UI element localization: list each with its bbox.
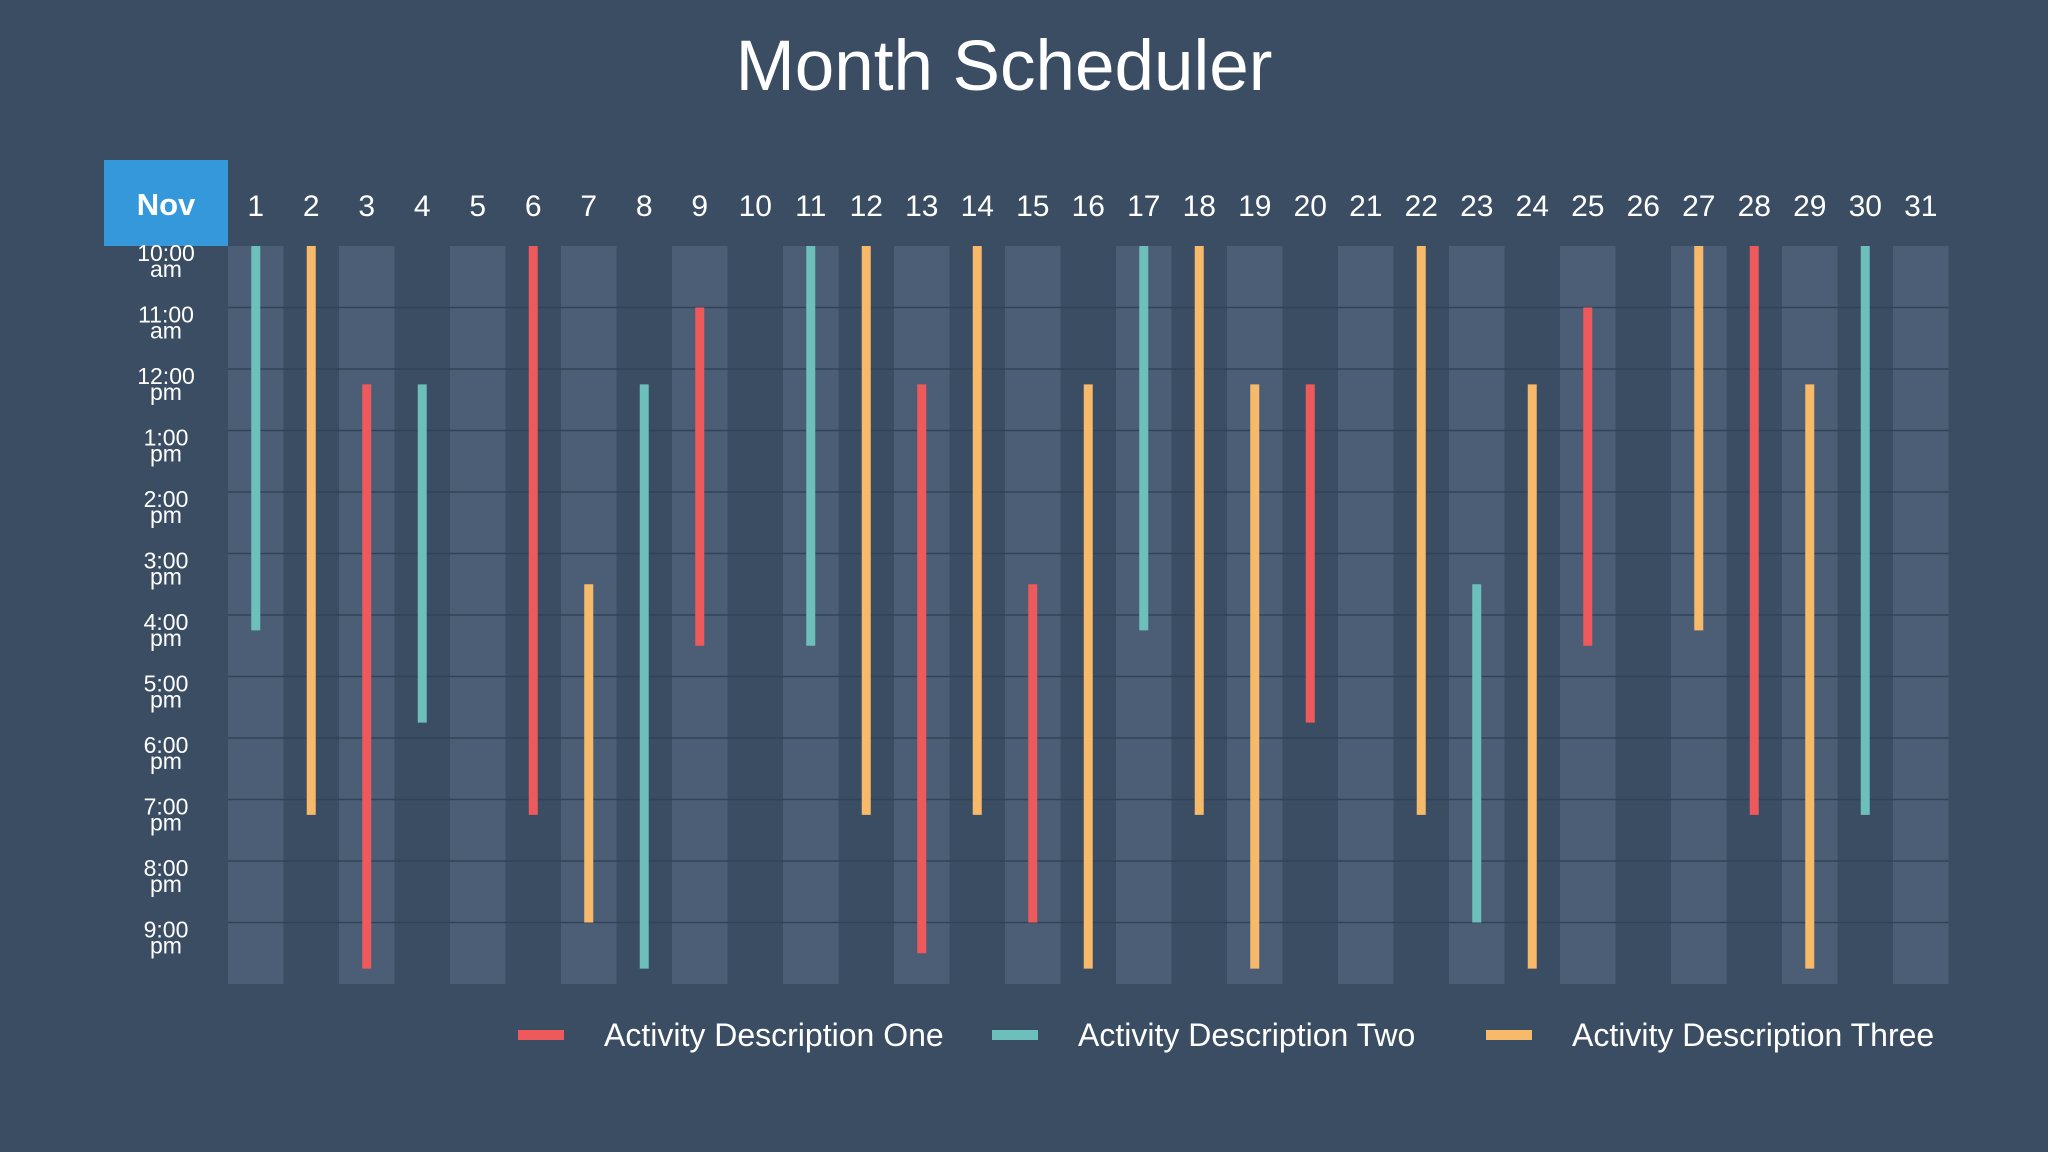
month-label: Nov: [137, 187, 196, 222]
day-label: 30: [1849, 190, 1882, 223]
time-label-hour: 8:00: [144, 855, 189, 881]
activity-bar-day-20: [1305, 384, 1315, 723]
legend-label-one: Activity Description One: [604, 1016, 944, 1053]
legend-swatch-one: [518, 1030, 564, 1040]
time-label-ampm: am: [150, 256, 182, 282]
day-label: 10: [739, 190, 772, 223]
legend-label-two: Activity Description Two: [1078, 1016, 1416, 1053]
day-label: 14: [961, 190, 994, 223]
day-label: 9: [691, 190, 708, 223]
day-label: 31: [1904, 190, 1937, 223]
time-label-hour: 2:00: [144, 486, 189, 512]
day-label: 19: [1238, 190, 1271, 223]
day-label: 13: [905, 190, 938, 223]
activity-bar-day-19: [1250, 384, 1260, 969]
legend-label-three: Activity Description Three: [1572, 1016, 1935, 1053]
time-label-ampm: pm: [150, 810, 182, 836]
day-label: 24: [1516, 190, 1549, 223]
activity-bar-day-30: [1860, 246, 1870, 815]
activity-bar-day-15: [1028, 584, 1038, 923]
activity-bar-day-22: [1416, 246, 1426, 815]
day-label: 28: [1738, 190, 1771, 223]
activity-bar-day-27: [1694, 246, 1704, 631]
activity-bar-day-2: [306, 246, 316, 815]
chart-title: Month Scheduler: [735, 27, 1273, 106]
time-label-ampm: pm: [150, 502, 182, 528]
time-label-ampm: pm: [150, 748, 182, 774]
time-label-hour: 4:00: [144, 609, 189, 635]
day-label: 29: [1793, 190, 1826, 223]
activity-bar-day-23: [1472, 584, 1482, 923]
time-label-ampm: pm: [150, 379, 182, 405]
time-label-ampm: pm: [150, 687, 182, 713]
legend-item-two: Activity Description Two: [992, 1010, 1415, 1060]
day-label: 27: [1682, 190, 1715, 223]
activity-bar-day-13: [917, 384, 927, 954]
day-label: 22: [1405, 190, 1438, 223]
day-label: 8: [636, 190, 653, 223]
day-label: 6: [525, 190, 542, 223]
day-label: 25: [1571, 190, 1604, 223]
day-label: 26: [1627, 190, 1660, 223]
time-label-hour: 11:00: [138, 302, 194, 328]
day-label: 2: [303, 190, 320, 223]
activity-bar-day-14: [972, 246, 982, 815]
activity-bar-day-28: [1749, 246, 1759, 815]
time-label-ampm: pm: [150, 933, 182, 959]
day-label: 17: [1127, 190, 1160, 223]
time-label-ampm: pm: [150, 441, 182, 467]
day-label: 20: [1294, 190, 1327, 223]
activity-bar-day-3: [362, 384, 372, 969]
time-label-hour: 5:00: [144, 671, 189, 697]
time-label-ampm: pm: [150, 625, 182, 651]
time-label-hour: 12:00: [137, 363, 195, 389]
day-label: 11: [795, 190, 826, 223]
legend-item-one: Activity Description One: [518, 1010, 944, 1060]
day-header-row: Nov 1 2 3 4 5 6 7 8 9 10 11 12 13 14 15 16 17 18 19 20 21 22 2…: [104, 160, 1937, 246]
activity-bar-day-29: [1805, 384, 1815, 969]
day-label: 18: [1183, 190, 1216, 223]
legend-swatch-two: [992, 1030, 1038, 1040]
activity-bar-day-17: [1139, 246, 1149, 631]
day-label: 4: [414, 190, 431, 223]
time-label-ampm: am: [150, 318, 182, 344]
day-label: 3: [358, 190, 375, 223]
day-label: 1: [247, 190, 264, 223]
activity-bars: [251, 246, 1870, 969]
activity-bar-day-7: [584, 584, 594, 923]
time-label-hour: 9:00: [144, 917, 189, 943]
activity-bar-day-24: [1527, 384, 1537, 969]
activity-bar-day-9: [695, 307, 705, 646]
activity-bar-day-18: [1194, 246, 1204, 815]
time-label-hour: 7:00: [144, 794, 189, 820]
activity-bar-day-25: [1583, 307, 1593, 646]
legend: Activity Description One Activity Descri…: [0, 1010, 2048, 1060]
day-label: 23: [1460, 190, 1493, 223]
time-label-hour: 3:00: [144, 548, 189, 574]
activity-bar-day-6: [528, 246, 538, 815]
activity-bar-day-12: [861, 246, 871, 815]
activity-bar-day-11: [806, 246, 816, 646]
legend-item-three: Activity Description Three: [1486, 1010, 1934, 1060]
day-label: 16: [1072, 190, 1105, 223]
activity-bar-day-4: [417, 384, 427, 723]
day-label: 7: [580, 190, 597, 223]
activity-bar-day-8: [639, 384, 649, 969]
legend-swatch-three: [1486, 1030, 1532, 1040]
time-label-hour: 6:00: [144, 732, 189, 758]
time-label-hour: 10:00: [137, 240, 195, 266]
day-label: 12: [850, 190, 883, 223]
time-label-ampm: pm: [150, 871, 182, 897]
time-label-ampm: pm: [150, 564, 182, 590]
month-box: [104, 160, 228, 246]
activity-bar-day-16: [1083, 384, 1093, 969]
day-label: 5: [469, 190, 486, 223]
activity-bar-day-1: [251, 246, 261, 631]
day-label: 21: [1349, 190, 1382, 223]
day-label: 15: [1016, 190, 1049, 223]
time-axis-labels: 10:00am11:00am12:00pm1:00pm2:00pm3:00pm4…: [137, 240, 195, 959]
time-label-hour: 1:00: [144, 425, 189, 451]
